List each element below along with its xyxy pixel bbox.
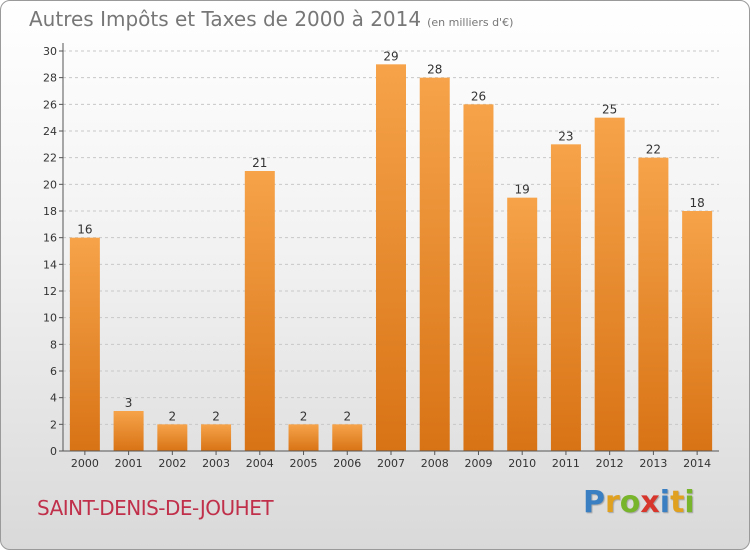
data-label: 2 [300,409,308,423]
y-tick-label: 6 [50,365,57,378]
y-tick-label: 26 [43,98,57,111]
y-tick-label: 20 [43,178,57,191]
bar [288,424,319,451]
x-tick-label: 2007 [377,457,405,470]
data-label: 28 [427,63,442,77]
chart-unit: (en milliers d'€) [427,16,514,29]
x-tick-label: 2002 [158,457,186,470]
y-tick-label: 8 [50,338,57,351]
data-label: 23 [558,129,573,143]
y-tick-label: 2 [50,418,57,431]
data-label: 2 [212,409,220,423]
bar [463,104,494,451]
bar [682,211,713,451]
x-tick-label: 2012 [596,457,624,470]
y-tick-label: 0 [50,445,57,458]
x-tick-label: 2001 [115,457,143,470]
x-tick-label: 2009 [464,457,492,470]
data-label: 21 [252,156,267,170]
bar [638,157,669,451]
y-tick-label: 10 [43,312,57,325]
proxiti-logo: Proxiti [583,485,695,520]
data-label: 22 [646,143,661,157]
y-tick-label: 18 [43,205,57,218]
x-tick-label: 2010 [508,457,536,470]
x-tick-label: 2003 [202,457,230,470]
y-tick-label: 12 [43,285,57,298]
commune-name: SAINT-DENIS-DE-JOUHET [37,496,274,520]
bar [594,117,625,452]
x-tick-label: 2008 [421,457,449,470]
chart-title-text: Autres Impôts et Taxes de 2000 à 2014 [29,7,422,31]
data-label: 3 [125,396,133,410]
bar [201,424,232,451]
y-tick-label: 4 [50,392,57,405]
bar [376,64,406,452]
bar [113,411,144,451]
data-label: 25 [602,103,617,117]
data-label: 16 [77,223,92,237]
x-tick-label: 2004 [246,457,274,470]
y-tick-label: 14 [43,258,57,271]
data-label: 19 [515,183,530,197]
y-tick-label: 24 [43,125,57,138]
bar [419,77,450,452]
x-tick-label: 2014 [683,457,711,470]
y-tick-label: 16 [43,232,57,245]
data-label: 29 [383,49,398,63]
bar [157,424,188,451]
y-tick-label: 30 [43,45,57,58]
data-label: 18 [689,196,704,210]
y-tick-label: 28 [43,72,57,85]
data-label: 2 [169,409,177,423]
chart-title: Autres Impôts et Taxes de 2000 à 2014 (en… [29,7,513,31]
x-tick-label: 2006 [333,457,361,470]
data-label: 2 [343,409,351,423]
x-tick-label: 2013 [639,457,667,470]
bar [507,197,538,451]
bar [550,144,581,452]
y-tick-label: 22 [43,152,57,165]
x-tick-label: 2011 [552,457,580,470]
x-tick-label: 2000 [71,457,99,470]
bar [332,424,363,451]
bar [244,171,275,451]
bar [69,237,100,451]
x-tick-label: 2005 [290,457,318,470]
data-label: 26 [471,89,486,103]
